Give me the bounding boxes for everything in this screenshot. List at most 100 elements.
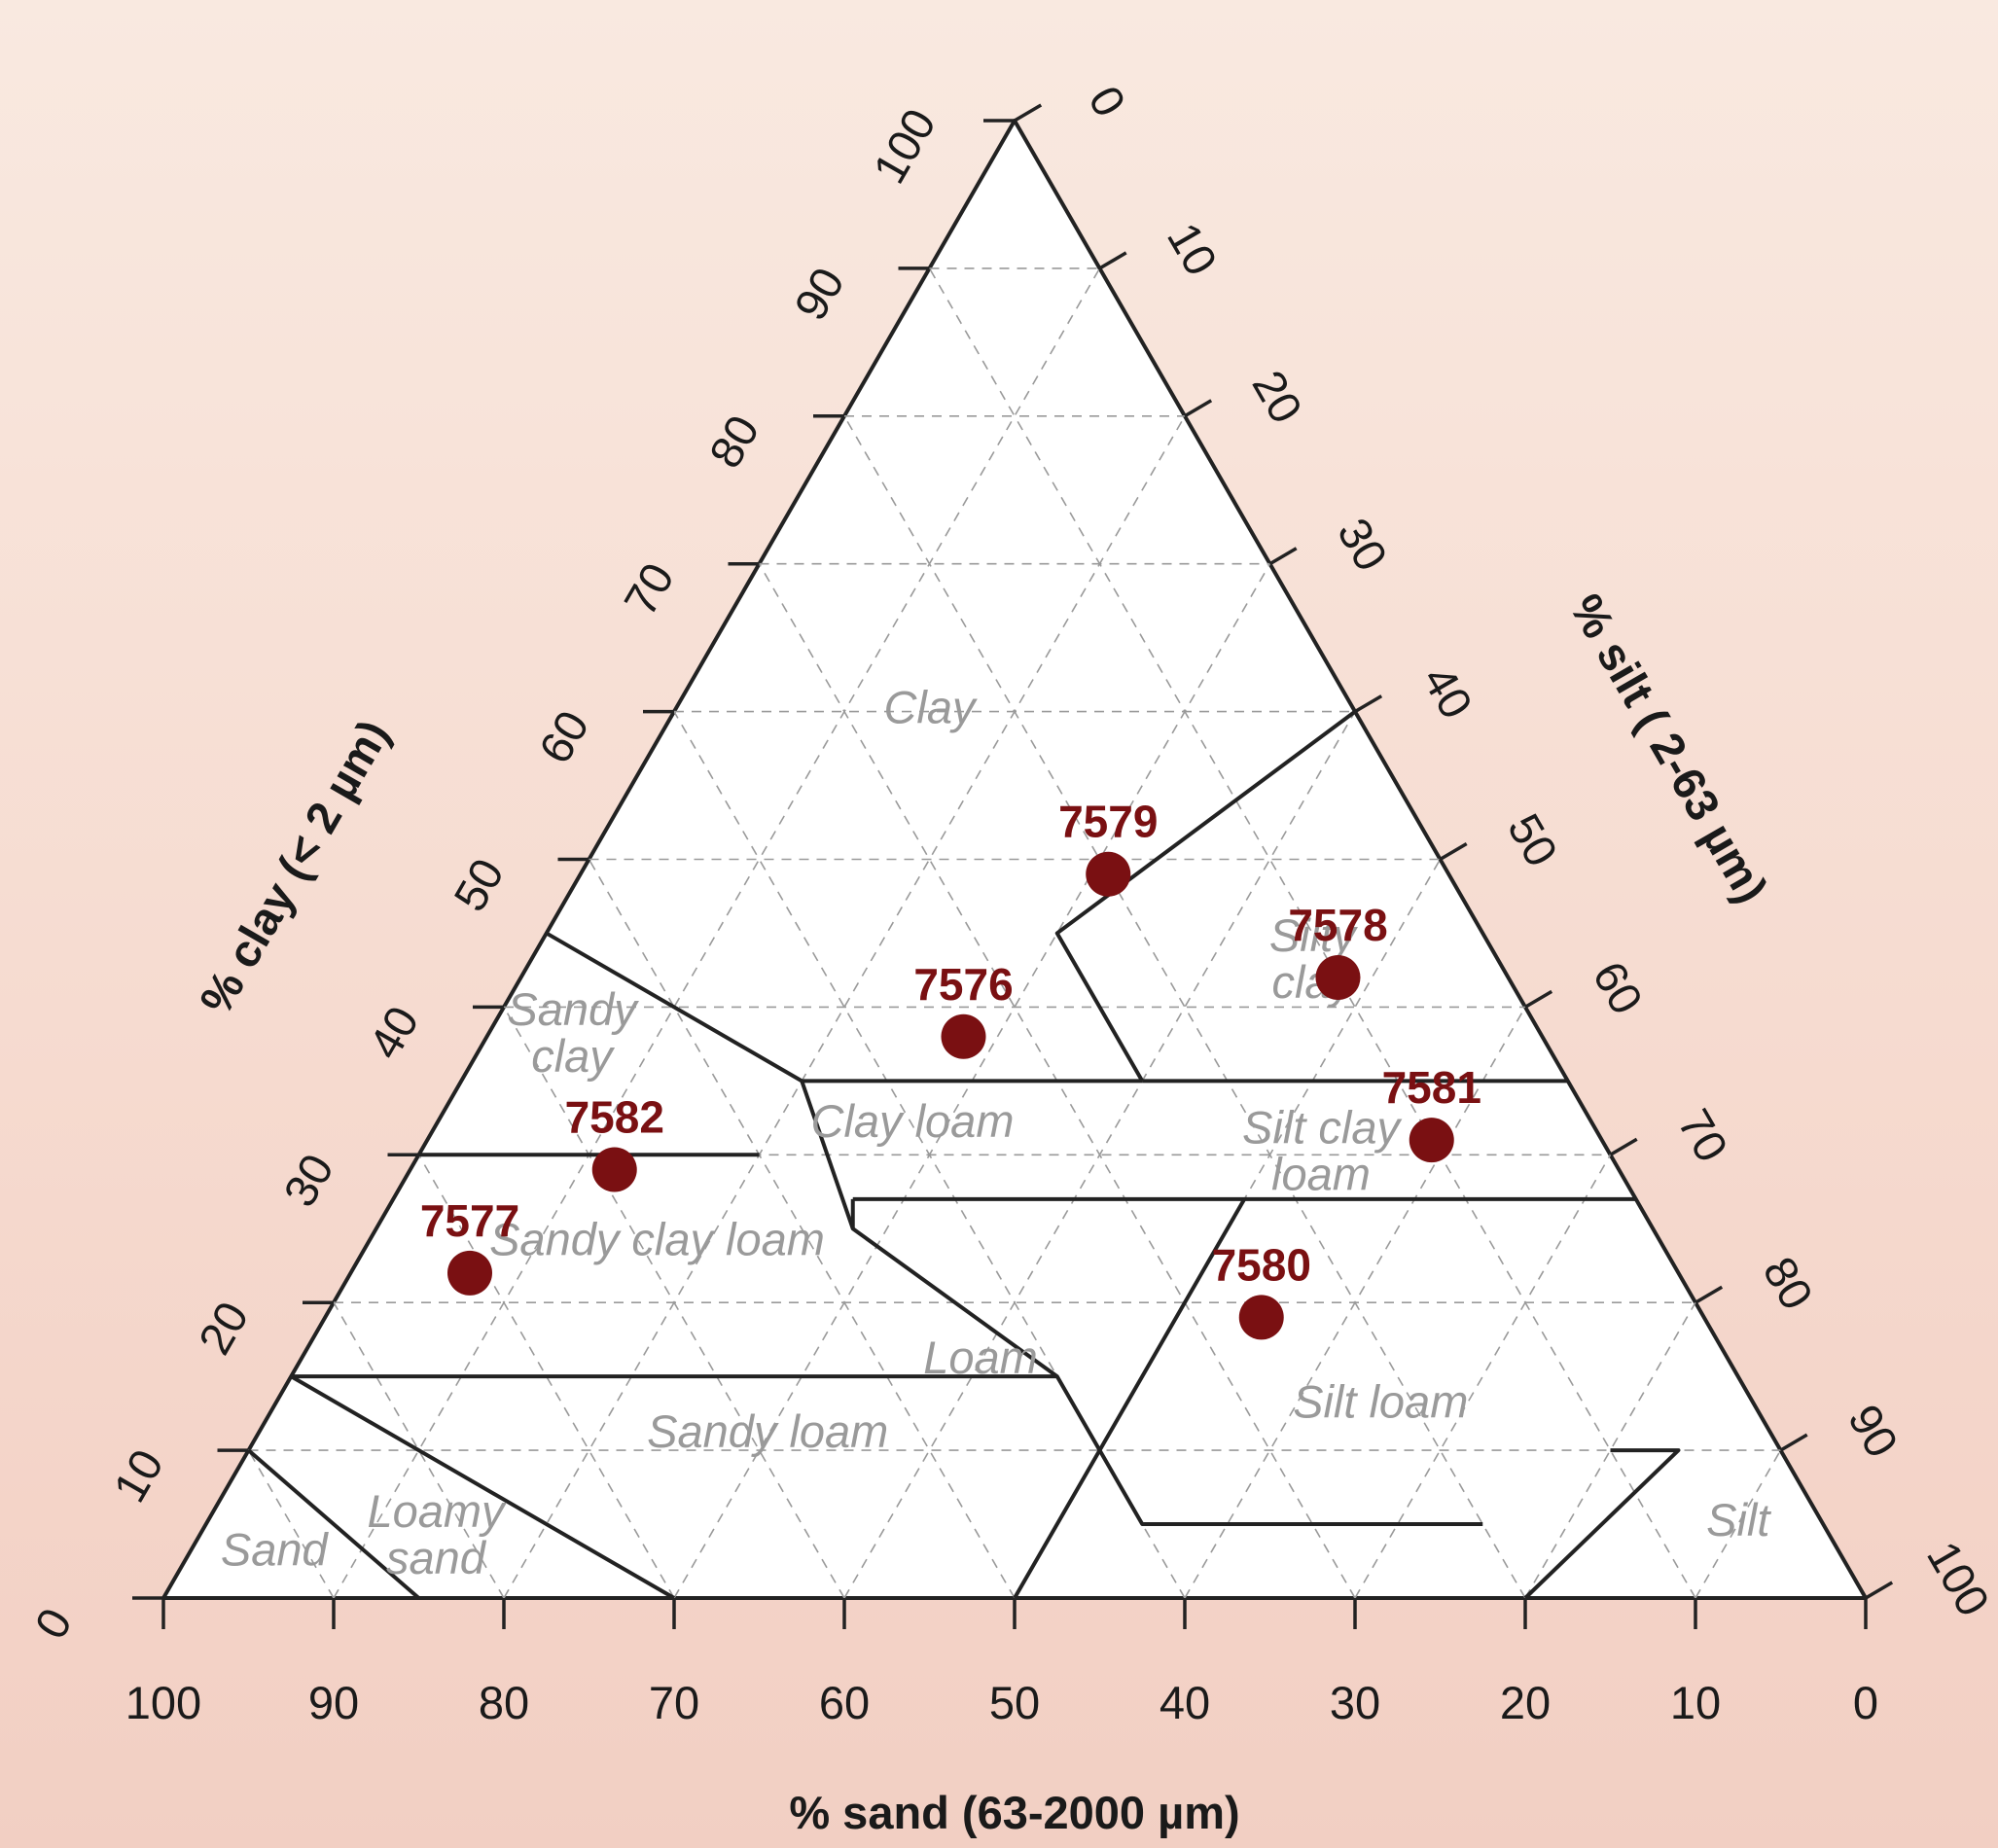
silt-tick-label: 50 bbox=[1498, 805, 1568, 875]
region-label-clay-loam: Clay loam bbox=[811, 1095, 1015, 1147]
sample-point-7580 bbox=[1238, 1295, 1284, 1340]
grid-line-silt-60 bbox=[1184, 1007, 1526, 1599]
sample-label-7577: 7577 bbox=[420, 1195, 519, 1246]
region-label-line: sand bbox=[386, 1533, 487, 1584]
texture-class-boundaries bbox=[247, 709, 1681, 1600]
clay-tick-label: 50 bbox=[444, 850, 514, 920]
region-label-sandy-loam: Sandy loam bbox=[647, 1405, 888, 1457]
region-label-clay: Clay bbox=[883, 682, 978, 733]
sand-tick-label: 0 bbox=[1853, 1677, 1878, 1728]
clay-tick-label: 30 bbox=[273, 1145, 343, 1215]
class-boundary-11 bbox=[247, 1448, 420, 1600]
clay-tick-label: 80 bbox=[698, 407, 768, 477]
sample-label-7582: 7582 bbox=[565, 1091, 664, 1142]
silt-tick bbox=[1779, 1433, 1808, 1452]
sand-axis-title: % sand (63-2000 µm) bbox=[789, 1787, 1239, 1838]
grid-line-silt-90 bbox=[1695, 1449, 1782, 1599]
region-label-line: Silt loam bbox=[1293, 1376, 1468, 1428]
region-label-sandy-clay-loam: Sandy clay loam bbox=[489, 1214, 825, 1265]
grid-line-silt-40 bbox=[843, 711, 1356, 1599]
region-label-line: Silt clay bbox=[1242, 1102, 1402, 1154]
class-boundary-13 bbox=[1523, 1448, 1681, 1600]
grid-line-sand-50 bbox=[588, 859, 1016, 1599]
region-label-line: Silt bbox=[1706, 1494, 1771, 1546]
silt-tick bbox=[1014, 103, 1043, 123]
region-label-line: Sand bbox=[221, 1524, 330, 1576]
sample-points: 7579 7578 7576 7582 7581 7580 7577 bbox=[420, 797, 1481, 1340]
sample-label-7581: 7581 bbox=[1382, 1062, 1481, 1113]
silt-tick-label: 70 bbox=[1668, 1100, 1738, 1170]
region-label-line: Sandy clay loam bbox=[489, 1214, 825, 1265]
region-label-line: Clay bbox=[883, 682, 978, 733]
region-label-line: loam bbox=[1271, 1149, 1371, 1200]
class-boundary-1 bbox=[545, 931, 803, 1084]
class-boundary-4 bbox=[1054, 709, 1357, 1083]
silt-tick-label: 20 bbox=[1243, 362, 1313, 432]
region-label-silt: Silt bbox=[1706, 1494, 1771, 1546]
silt-axis-title: % silt ( 2-63 µm) bbox=[1560, 586, 1778, 911]
grid-line-sand-60 bbox=[503, 1007, 845, 1599]
region-label-line: Sandy bbox=[507, 983, 639, 1035]
silt-tick-label: 10 bbox=[1158, 214, 1228, 284]
clay-axis-title: % clay (< 2 µm) bbox=[190, 711, 400, 1022]
sample-label-7576: 7576 bbox=[913, 959, 1013, 1010]
region-label-line: Loam bbox=[923, 1332, 1038, 1383]
sand-tick-label: 30 bbox=[1330, 1677, 1380, 1728]
silt-tick bbox=[1865, 1581, 1894, 1600]
silt-tick bbox=[1268, 547, 1298, 566]
sample-label-7580: 7580 bbox=[1212, 1239, 1311, 1290]
silt-tick-label: 60 bbox=[1584, 952, 1654, 1022]
region-label-sand: Sand bbox=[221, 1524, 330, 1576]
silt-tick-label: 90 bbox=[1838, 1396, 1909, 1466]
silt-tick-label: 100 bbox=[1917, 1533, 1998, 1624]
sample-point-7578 bbox=[1315, 955, 1361, 1001]
silt-tick bbox=[1184, 399, 1213, 418]
silt-tick bbox=[1695, 1285, 1724, 1304]
silt-tick-label: 40 bbox=[1413, 657, 1483, 728]
sample-point-7581 bbox=[1409, 1118, 1454, 1163]
silt-tick-label: 30 bbox=[1328, 510, 1398, 580]
region-label-line: Clay loam bbox=[811, 1095, 1015, 1147]
region-label-line: Loamy bbox=[367, 1486, 507, 1538]
silt-tick bbox=[1098, 251, 1127, 270]
clay-tick-label: 0 bbox=[24, 1599, 82, 1647]
sand-tick-label: 40 bbox=[1160, 1677, 1210, 1728]
sand-tick-label: 70 bbox=[649, 1677, 699, 1728]
silt-tick bbox=[1524, 989, 1553, 1009]
sand-tick-label: 20 bbox=[1500, 1677, 1551, 1728]
clay-tick-label: 60 bbox=[528, 702, 598, 772]
grid-line-sand-40 bbox=[673, 711, 1186, 1599]
sample-point-7577 bbox=[447, 1250, 492, 1296]
sample-point-7576 bbox=[941, 1013, 986, 1059]
grid-line-sand-80 bbox=[333, 1301, 505, 1599]
sand-tick-label: 60 bbox=[819, 1677, 870, 1728]
sand-tick-label: 10 bbox=[1670, 1677, 1721, 1728]
clay-tick-label: 70 bbox=[614, 554, 684, 624]
class-boundary-12 bbox=[290, 1374, 676, 1600]
region-label-loamy-sand: Loamy sand bbox=[367, 1486, 507, 1584]
sample-label-7578: 7578 bbox=[1288, 900, 1387, 950]
clay-tick-label: 100 bbox=[863, 100, 945, 192]
silt-tick bbox=[1439, 841, 1468, 862]
grid-line-silt-70 bbox=[1354, 1154, 1612, 1599]
class-boundary-9 bbox=[1013, 1197, 1246, 1599]
region-label-silt-clay-loam: Silt clay loam bbox=[1242, 1102, 1402, 1200]
region-label-line: Sandy loam bbox=[647, 1405, 888, 1457]
region-label-loam: Loam bbox=[923, 1332, 1038, 1383]
sand-tick-label: 100 bbox=[125, 1677, 201, 1728]
silt-tick-label: 0 bbox=[1079, 77, 1136, 124]
axis-ticks bbox=[132, 103, 1894, 1629]
silt-tick bbox=[1354, 694, 1383, 714]
grid-line-silt-10 bbox=[333, 267, 1101, 1599]
grid-line-sand-70 bbox=[417, 1154, 675, 1599]
clay-tick-label: 10 bbox=[103, 1440, 173, 1510]
sand-tick-label: 50 bbox=[989, 1677, 1040, 1728]
grid-line-sand-90 bbox=[247, 1449, 335, 1599]
silt-tick-label: 80 bbox=[1754, 1248, 1824, 1318]
region-label-silt-loam: Silt loam bbox=[1293, 1376, 1468, 1428]
sample-point-7582 bbox=[591, 1147, 637, 1192]
clay-tick-label: 90 bbox=[784, 259, 854, 329]
region-label-line: clay bbox=[531, 1030, 615, 1082]
